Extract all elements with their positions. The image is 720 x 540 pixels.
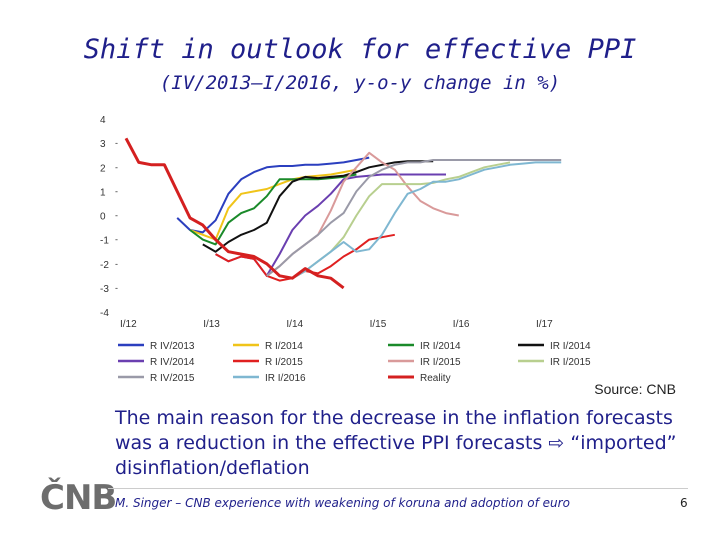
- legend-label: IR I/2015: [550, 357, 591, 368]
- page-number: 6: [680, 496, 688, 510]
- legend-label: R IV/2015: [150, 373, 195, 384]
- slide-subtitle: (IV/2013–I/2016, y-o-y change in %): [159, 72, 561, 94]
- footer-text: M. Singer – CNB experience with weakenin…: [115, 496, 570, 510]
- legend-label: R IV/2013: [150, 341, 195, 352]
- series-line-3: [202, 160, 434, 253]
- y-tick-label: 2: [100, 163, 106, 174]
- slide-title: Shift in outlook for effective PPI: [83, 34, 637, 65]
- series-line-10: [124, 137, 345, 290]
- x-tick-label: I/14: [286, 319, 303, 330]
- series-line-0: [176, 156, 370, 234]
- y-tick-label: -3: [100, 284, 109, 295]
- y-tick-mark: -: [115, 211, 118, 221]
- legend-label: IR I/2016: [265, 373, 306, 384]
- series-line-9: [291, 161, 562, 280]
- y-tick-label: 0: [100, 212, 106, 223]
- y-tick-mark: -: [115, 162, 118, 172]
- legend-label: R IV/2014: [150, 357, 195, 368]
- y-tick-label: -4: [100, 308, 109, 319]
- y-tick-mark: -: [115, 259, 118, 269]
- y-tick-label: -2: [100, 260, 109, 271]
- x-tick-label: I/16: [453, 319, 470, 330]
- y-tick-mark: -: [115, 186, 118, 196]
- source-note: Source: CNB: [594, 381, 676, 397]
- legend-label: R I/2014: [265, 341, 303, 352]
- legend-label: Reality: [420, 373, 451, 384]
- body-text: The main reason for the decrease in the …: [115, 407, 677, 479]
- x-tick-label: I/15: [370, 319, 387, 330]
- series-line-1: [189, 168, 357, 241]
- series-line-5: [215, 233, 395, 282]
- legend-label: IR I/2014: [550, 341, 591, 352]
- y-tick-mark: -: [115, 283, 118, 293]
- legend-label: IR I/2015: [420, 357, 461, 368]
- series-line-8: [266, 159, 562, 277]
- y-tick-label: 3: [100, 139, 106, 150]
- y-tick-label: -1: [100, 236, 109, 247]
- cnb-logo: ČNB: [40, 478, 117, 518]
- y-tick-mark: -: [115, 235, 118, 245]
- legend-label: R I/2015: [265, 357, 303, 368]
- series-line-6: [266, 151, 459, 277]
- x-tick-label: I/13: [203, 319, 220, 330]
- x-tick-label: I/17: [536, 319, 553, 330]
- footer-divider: [108, 488, 688, 489]
- y-tick-label: 1: [100, 187, 106, 198]
- ppi-line-chart: 43 -2 -1 -0 --1 --2 --3 --4I/12 I/13 I/14 I/15 I/16…: [100, 115, 591, 384]
- x-tick-label: I/12: [120, 319, 137, 330]
- legend-label: IR I/2014: [420, 341, 461, 352]
- y-tick-label: 4: [100, 115, 106, 126]
- y-tick-mark: -: [115, 138, 118, 148]
